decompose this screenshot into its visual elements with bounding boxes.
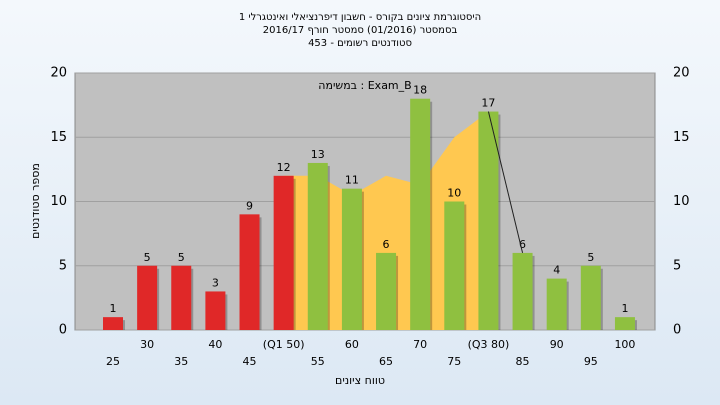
data-label: 11 bbox=[345, 174, 359, 187]
y-tick-label: 15 bbox=[50, 130, 67, 145]
x-axis-label: טווח ציונים bbox=[335, 374, 385, 387]
x-tick-label: 25 bbox=[106, 355, 120, 368]
bar bbox=[171, 265, 192, 330]
data-label: 18 bbox=[413, 84, 427, 97]
data-label: 3 bbox=[212, 276, 219, 289]
line bbox=[487, 111, 524, 254]
x-tick-label: 95 bbox=[584, 355, 598, 368]
bar bbox=[205, 291, 226, 330]
data-label: 6 bbox=[383, 238, 390, 251]
data-label: 12 bbox=[277, 161, 291, 174]
data-label: 5 bbox=[587, 251, 594, 264]
bar bbox=[580, 265, 601, 330]
y2-tick-label: 10 bbox=[673, 194, 690, 209]
x-tick-label: 30 bbox=[140, 338, 154, 351]
bar bbox=[478, 111, 499, 330]
x-tick-label: 55 bbox=[311, 355, 325, 368]
chart-title: היסטוגרמת ציונים בקורס - חשבון דיפרנציאל… bbox=[239, 12, 481, 23]
bar bbox=[410, 98, 431, 330]
data-label: 6 bbox=[519, 238, 526, 251]
bar bbox=[512, 252, 533, 330]
y-tick-label: 10 bbox=[50, 194, 67, 209]
data-label: 4 bbox=[553, 264, 560, 277]
bar bbox=[341, 188, 362, 330]
bar bbox=[444, 201, 465, 330]
data-label: 1 bbox=[110, 302, 117, 315]
data-label: 5 bbox=[144, 251, 151, 264]
data-label: 5 bbox=[178, 251, 185, 264]
x-tick-label: 85 bbox=[516, 355, 530, 368]
data-label: 9 bbox=[246, 199, 253, 212]
x-tick-label: 65 bbox=[379, 355, 393, 368]
data-label: 13 bbox=[311, 148, 325, 161]
bar bbox=[273, 175, 294, 330]
bar bbox=[137, 265, 158, 330]
bar bbox=[614, 317, 635, 330]
x-tick-label: (Q1 50) bbox=[263, 338, 305, 351]
x-tick-label: 40 bbox=[208, 338, 222, 351]
bar bbox=[546, 278, 567, 330]
data-label: 1 bbox=[621, 302, 628, 315]
y2-tick-label: 5 bbox=[673, 258, 681, 273]
x-tick-label: 45 bbox=[243, 355, 257, 368]
chart-subtitle: בסמסטר (01/2016) סמסטר חורף 2016/17 bbox=[263, 25, 458, 36]
bar bbox=[376, 252, 397, 330]
y2-tick-label: 20 bbox=[673, 66, 690, 81]
data-label: 17 bbox=[481, 97, 495, 110]
y2-tick-label: 0 bbox=[673, 323, 681, 338]
x-tick-label: 35 bbox=[174, 355, 188, 368]
area bbox=[283, 111, 489, 330]
x-tick-label: 75 bbox=[447, 355, 461, 368]
x-tick-label: 60 bbox=[345, 338, 359, 351]
x-tick-label: (Q3 80) bbox=[468, 338, 510, 351]
chart-subtitle: סטודנטים רשומים - 453 bbox=[308, 38, 412, 49]
annotation: במשימה : Exam_B bbox=[318, 79, 411, 92]
y-tick-label: 0 bbox=[59, 323, 67, 338]
y-axis-label: מספר סטודנטים bbox=[29, 163, 42, 239]
bar bbox=[307, 162, 328, 330]
x-tick-label: 70 bbox=[413, 338, 427, 351]
x-tick-label: 100 bbox=[614, 338, 635, 351]
bar bbox=[103, 317, 123, 330]
y-tick-label: 5 bbox=[59, 258, 67, 273]
data-label: 10 bbox=[447, 187, 461, 200]
y-tick-label: 20 bbox=[50, 66, 67, 81]
y2-tick-label: 15 bbox=[673, 130, 690, 145]
x-tick-label: 90 bbox=[550, 338, 564, 351]
bar bbox=[239, 214, 260, 330]
